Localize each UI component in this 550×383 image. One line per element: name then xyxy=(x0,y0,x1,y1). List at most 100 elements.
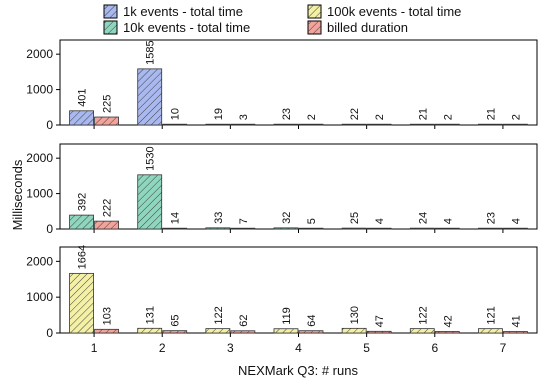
data-label: 119 xyxy=(281,307,293,325)
y-tick-label: 2000 xyxy=(26,254,53,268)
bar-hatch xyxy=(69,215,94,229)
data-label: 2 xyxy=(442,114,454,120)
y-tick-label: 2000 xyxy=(26,151,53,165)
bar-hatch xyxy=(162,330,187,333)
y-tick-label: 1000 xyxy=(26,83,53,97)
bar-hatch xyxy=(274,328,298,333)
legend-swatch-hatch xyxy=(308,5,321,18)
y-tick-label: 1000 xyxy=(26,290,53,304)
data-label: 19 xyxy=(213,108,225,120)
data-label: 25 xyxy=(349,212,361,224)
bar-hatch xyxy=(69,110,94,125)
bar-hatch xyxy=(503,228,528,229)
bar-hatch xyxy=(230,330,255,333)
y-tick-label: 0 xyxy=(46,326,53,340)
data-label: 392 xyxy=(77,193,89,211)
legend-swatch-hatch xyxy=(104,5,117,18)
y-tick-label: 0 xyxy=(46,118,53,132)
data-label: 4 xyxy=(442,218,454,224)
bar-hatch xyxy=(410,228,435,229)
data-label: 121 xyxy=(485,306,497,324)
panel-frame xyxy=(59,143,538,230)
x-tick-label: 6 xyxy=(431,341,438,355)
bar-hatch xyxy=(137,68,162,125)
bar-hatch xyxy=(205,227,230,229)
data-label: 122 xyxy=(213,306,225,324)
bar-hatch xyxy=(435,228,460,229)
legend-label: 10k events - total time xyxy=(123,20,250,35)
bar-hatch xyxy=(478,124,503,125)
data-label: 23 xyxy=(281,108,293,120)
data-label: 122 xyxy=(417,306,429,324)
x-tick-label: 1 xyxy=(91,341,98,355)
bar-hatch xyxy=(137,174,162,229)
data-label: 1585 xyxy=(145,40,157,64)
legend-item: 100k events - total time xyxy=(307,4,461,19)
bar-hatch xyxy=(367,331,392,333)
bar-hatch xyxy=(478,228,503,229)
data-label: 41 xyxy=(510,315,522,327)
legend-label: billed duration xyxy=(327,20,408,35)
legend-label: 100k events - total time xyxy=(327,4,461,19)
bar-hatch xyxy=(367,228,392,229)
bar-hatch xyxy=(503,124,528,125)
x-tick-label: 2 xyxy=(159,341,166,355)
bar-hatch xyxy=(367,124,392,125)
panel: 0 1000 2000 392 1530 33 32 25 24 23 222 14 7 5 4 4 4 xyxy=(26,143,538,236)
data-label: 222 xyxy=(102,199,114,217)
bar-hatch xyxy=(94,221,119,229)
data-label: 7 xyxy=(238,218,250,224)
x-tick-label: 4 xyxy=(295,341,302,355)
legend-item: billed duration xyxy=(307,20,408,35)
data-label: 4 xyxy=(374,218,386,224)
bar-hatch xyxy=(410,328,435,333)
data-label: 130 xyxy=(349,306,361,324)
data-label: 2 xyxy=(306,114,318,120)
data-label: 131 xyxy=(145,306,157,324)
bar-hatch xyxy=(274,124,298,125)
bar-hatch xyxy=(299,228,323,229)
x-tick-label: 7 xyxy=(500,341,507,355)
data-label: 65 xyxy=(170,314,182,326)
data-label: 3 xyxy=(238,114,250,120)
data-label: 10 xyxy=(170,108,182,120)
bar-hatch xyxy=(299,330,323,333)
bar-hatch xyxy=(503,331,528,333)
panel-frame xyxy=(59,39,538,126)
bar-hatch xyxy=(410,124,435,125)
data-label: 4 xyxy=(510,218,522,224)
bar-hatch xyxy=(162,124,187,125)
x-tick-label: 5 xyxy=(363,341,370,355)
bar-hatch xyxy=(137,328,162,333)
bar-hatch xyxy=(162,228,187,229)
data-label: 42 xyxy=(442,315,454,327)
legend-item: 1k events - total time xyxy=(103,4,243,19)
data-label: 21 xyxy=(417,108,429,120)
data-label: 1664 xyxy=(77,245,89,269)
data-label: 33 xyxy=(213,212,225,224)
bar-hatch xyxy=(230,228,255,229)
data-label: 23 xyxy=(485,212,497,224)
bar-hatch xyxy=(299,124,323,125)
y-axis-title: Milliseconds xyxy=(10,159,25,230)
bar-hatch xyxy=(435,124,460,125)
x-axis-title: NEXMark Q3: # runs xyxy=(238,363,358,378)
data-label: 24 xyxy=(417,212,429,224)
data-label: 64 xyxy=(306,314,318,326)
legend-label: 1k events - total time xyxy=(123,4,243,19)
bar-hatch xyxy=(205,124,230,125)
bar-hatch xyxy=(94,117,119,125)
data-label: 401 xyxy=(77,88,89,106)
data-label: 47 xyxy=(374,315,386,327)
data-label: 1530 xyxy=(145,146,157,170)
bar-hatch xyxy=(230,124,255,125)
data-label: 5 xyxy=(306,218,318,224)
bar-hatch xyxy=(342,328,367,333)
panel-frame xyxy=(59,246,538,334)
data-label: 32 xyxy=(281,212,293,224)
x-tick-label: 3 xyxy=(227,341,234,355)
